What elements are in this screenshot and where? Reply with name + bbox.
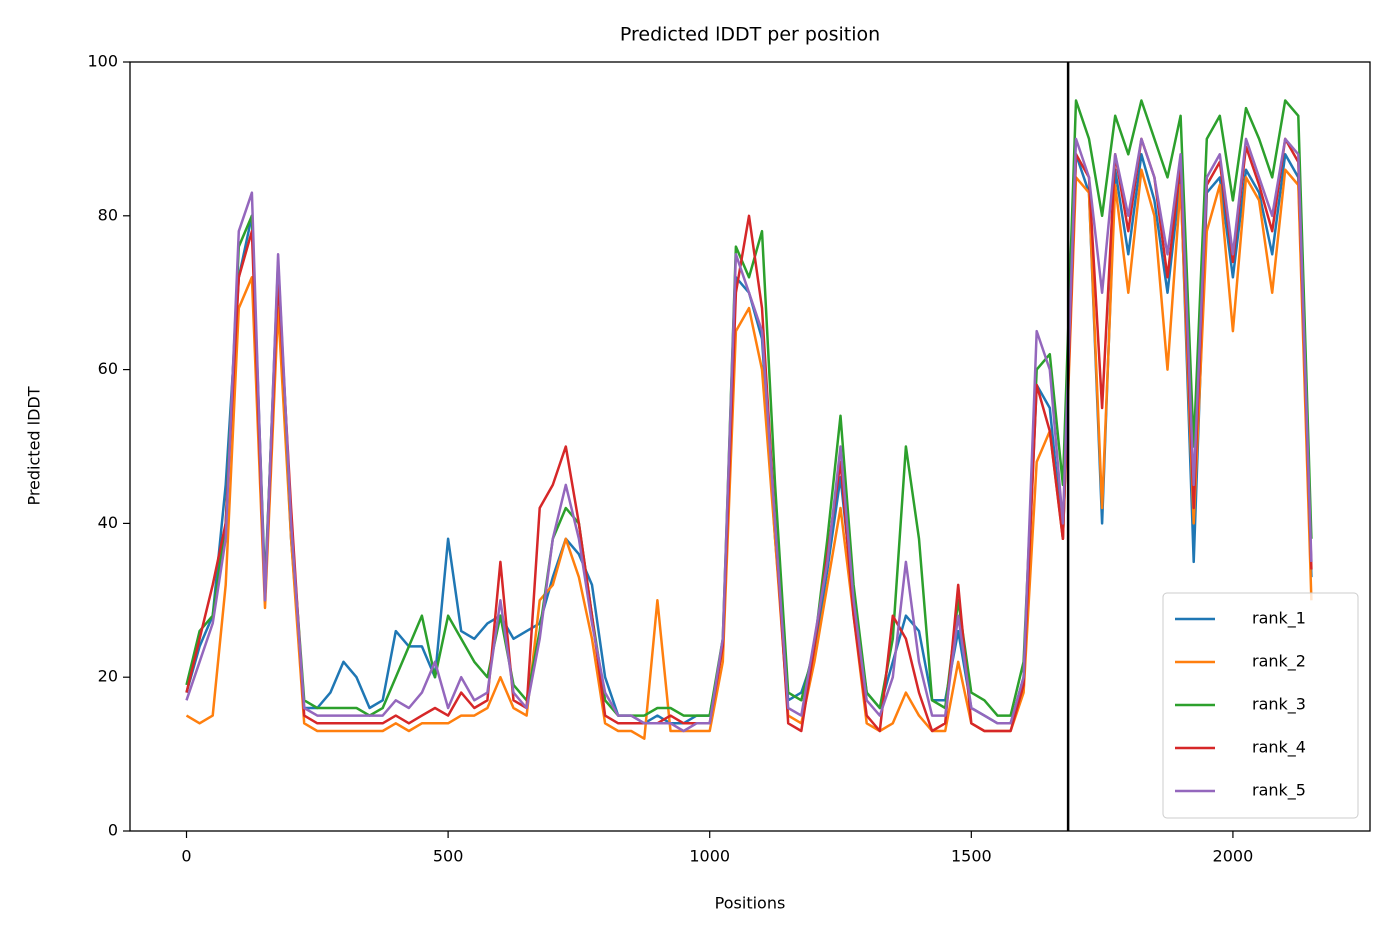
legend-label: rank_2 [1252, 652, 1306, 672]
series-line [185, 137, 1313, 733]
y-tick-label: 80 [98, 205, 118, 224]
series-line [185, 168, 1313, 740]
series-line [185, 153, 1313, 725]
legend-label: rank_3 [1252, 695, 1306, 715]
x-tick-label: 1500 [951, 847, 992, 866]
y-tick-label: 60 [98, 359, 118, 378]
y-tick-label: 0 [108, 821, 118, 840]
legend-label: rank_5 [1252, 781, 1306, 801]
y-tick-label: 20 [98, 667, 118, 686]
y-axis-label: Predicted lDDT [25, 386, 44, 505]
series-line [185, 99, 1313, 717]
legend-box [1162, 592, 1359, 819]
plot-frame [129, 61, 1371, 832]
x-tick-label: 0 [181, 847, 191, 866]
series-line [185, 137, 1313, 733]
chart-title: Predicted lDDT per position [620, 24, 880, 46]
legend-label: rank_4 [1252, 738, 1306, 758]
legend-label: rank_1 [1252, 609, 1306, 629]
y-tick-label: 100 [87, 52, 118, 71]
x-tick-label: 2000 [1213, 847, 1254, 866]
x-tick-label: 1000 [689, 847, 730, 866]
x-tick-label: 500 [433, 847, 464, 866]
x-axis-label: Positions [715, 894, 786, 913]
y-tick-label: 40 [98, 513, 118, 532]
